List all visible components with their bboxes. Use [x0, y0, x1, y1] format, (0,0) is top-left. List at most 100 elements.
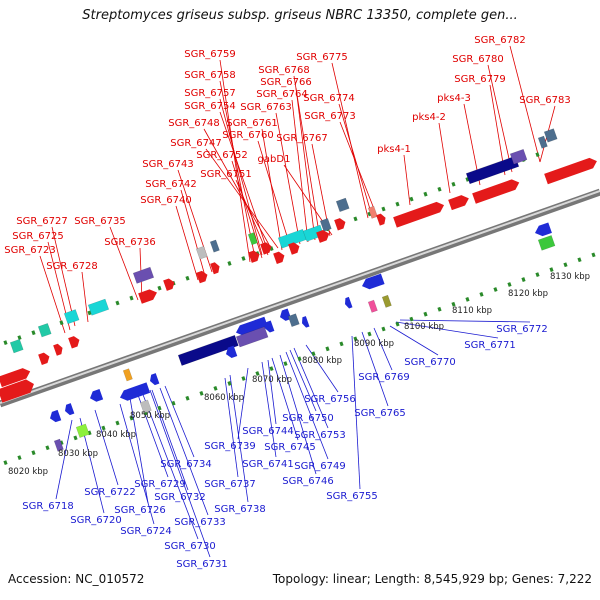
gene-box — [543, 128, 558, 143]
kbp-scale-label: 8110 kbp — [452, 306, 492, 316]
reverse-gene-label: SGR_6765 — [354, 408, 406, 419]
forward-gene-label: SGR_6775 — [296, 52, 348, 63]
gene-feature — [472, 179, 520, 204]
forward-gene-label: SGR_6768 — [258, 65, 310, 76]
gene-feature — [362, 273, 385, 290]
kbp-scale-label: 8060 kbp — [204, 393, 244, 403]
reverse-gene-arrow — [120, 382, 151, 401]
gene-feature — [177, 334, 239, 366]
tick-mark — [437, 306, 442, 312]
forward-gene-arrow — [196, 270, 208, 284]
reverse-gene-label: SGR_6718 — [22, 501, 74, 512]
tick-mark — [129, 415, 134, 421]
reverse-gene-label: SGR_6729 — [134, 479, 186, 490]
label-connector — [389, 325, 439, 356]
gene-box — [537, 235, 556, 251]
gene-box — [87, 298, 110, 316]
label-connector — [141, 391, 199, 540]
reverse-gene-label: SGR_6755 — [326, 491, 378, 502]
reverse-gene-arrow — [226, 345, 238, 358]
chromosome-backbone — [0, 188, 600, 408]
forward-gene-label: SGR_6761 — [226, 118, 278, 129]
gene-feature — [287, 313, 300, 328]
label-connector — [305, 344, 339, 393]
gene-feature — [226, 345, 238, 358]
reverse-gene-arrow — [50, 409, 62, 423]
gene-feature — [65, 403, 75, 416]
kbp-scale-label: 8080 kbp — [302, 356, 342, 366]
label-connector — [489, 84, 506, 176]
label-connector — [275, 112, 301, 245]
forward-gene-label: SGR_6759 — [184, 49, 236, 60]
tick-mark — [381, 326, 386, 332]
label-connector — [175, 205, 199, 281]
forward-gene-label: SGR_6725 — [12, 231, 64, 242]
gene-feature — [50, 409, 62, 423]
gene-feature — [302, 224, 325, 242]
gene-box — [235, 326, 269, 348]
gene-feature — [316, 230, 330, 243]
reverse-gene-label: SGR_6772 — [496, 324, 548, 335]
gene-feature — [265, 320, 275, 333]
genes-label: Genes: — [511, 572, 554, 586]
label-connector — [81, 271, 89, 323]
gene-feature — [53, 438, 64, 452]
tick-mark — [353, 336, 358, 342]
tick-mark — [409, 196, 414, 202]
label-connector — [339, 121, 377, 215]
genes-value: 7,222 — [557, 572, 592, 586]
forward-gene-label: SGR_6782 — [474, 35, 526, 46]
tick-mark — [185, 395, 190, 401]
tick-mark — [45, 445, 50, 451]
tick-mark — [409, 316, 414, 322]
tick-mark — [31, 450, 36, 456]
kbp-scale-label: 8100 kbp — [404, 322, 444, 332]
label-connector — [257, 140, 291, 247]
tick-mark — [507, 282, 512, 287]
reverse-gene-arrow — [236, 316, 269, 336]
label-connector — [164, 385, 195, 458]
forward-gene-arrow — [0, 379, 34, 403]
gene-box — [9, 338, 24, 354]
kbp-scale-label: 8050 kbp — [130, 411, 170, 421]
tick-mark — [3, 340, 8, 345]
gene-feature — [537, 135, 548, 149]
label-connector — [351, 335, 361, 490]
gene-feature — [9, 338, 24, 354]
tick-mark — [227, 261, 232, 266]
reverse-gene-label: SGR_6737 — [204, 479, 256, 490]
tick-mark — [563, 262, 568, 268]
tick-mark — [311, 351, 316, 357]
label-connector — [295, 87, 316, 241]
kbp-scale-label: 8020 kbp — [8, 467, 48, 477]
gene-box — [302, 224, 325, 242]
forward-gene-arrow — [53, 343, 63, 356]
tick-mark — [423, 191, 428, 197]
gene-labels: SGR_6759 SGR_6758 SGR_6757 SGR_6754 SGR_6748… — [4, 35, 571, 570]
kbp-scale-label: 8040 kbp — [96, 430, 136, 440]
gene-feature — [334, 218, 346, 231]
genome-summary: Topology: linear; Length: 8,545,929 bp; … — [272, 572, 592, 586]
label-connectors — [39, 45, 556, 558]
reverse-gene-label: SGR_6746 — [282, 476, 334, 487]
reverse-gene-arrow — [535, 222, 552, 237]
tick-mark — [521, 277, 526, 282]
reverse-gene-arrow — [65, 403, 75, 416]
gene-box — [335, 197, 350, 213]
reverse-gene-label: SGR_6720 — [70, 515, 122, 526]
forward-gene-arrow — [393, 201, 445, 228]
label-connector — [51, 226, 76, 327]
gene-feature — [302, 316, 310, 328]
tick-mark — [591, 252, 596, 258]
tick-mark — [535, 152, 540, 157]
gene-feature — [210, 262, 220, 275]
kbp-scale-label: 8090 kbp — [354, 339, 394, 349]
tick-mark — [367, 331, 372, 337]
forward-gene-arrow — [472, 179, 520, 204]
forward-gene-label: SGR_6779 — [454, 74, 506, 85]
label-connector — [119, 403, 155, 525]
reverse-gene-label: SGR_6770 — [404, 357, 456, 368]
gene-feature — [393, 201, 445, 228]
tick-mark — [577, 257, 582, 263]
